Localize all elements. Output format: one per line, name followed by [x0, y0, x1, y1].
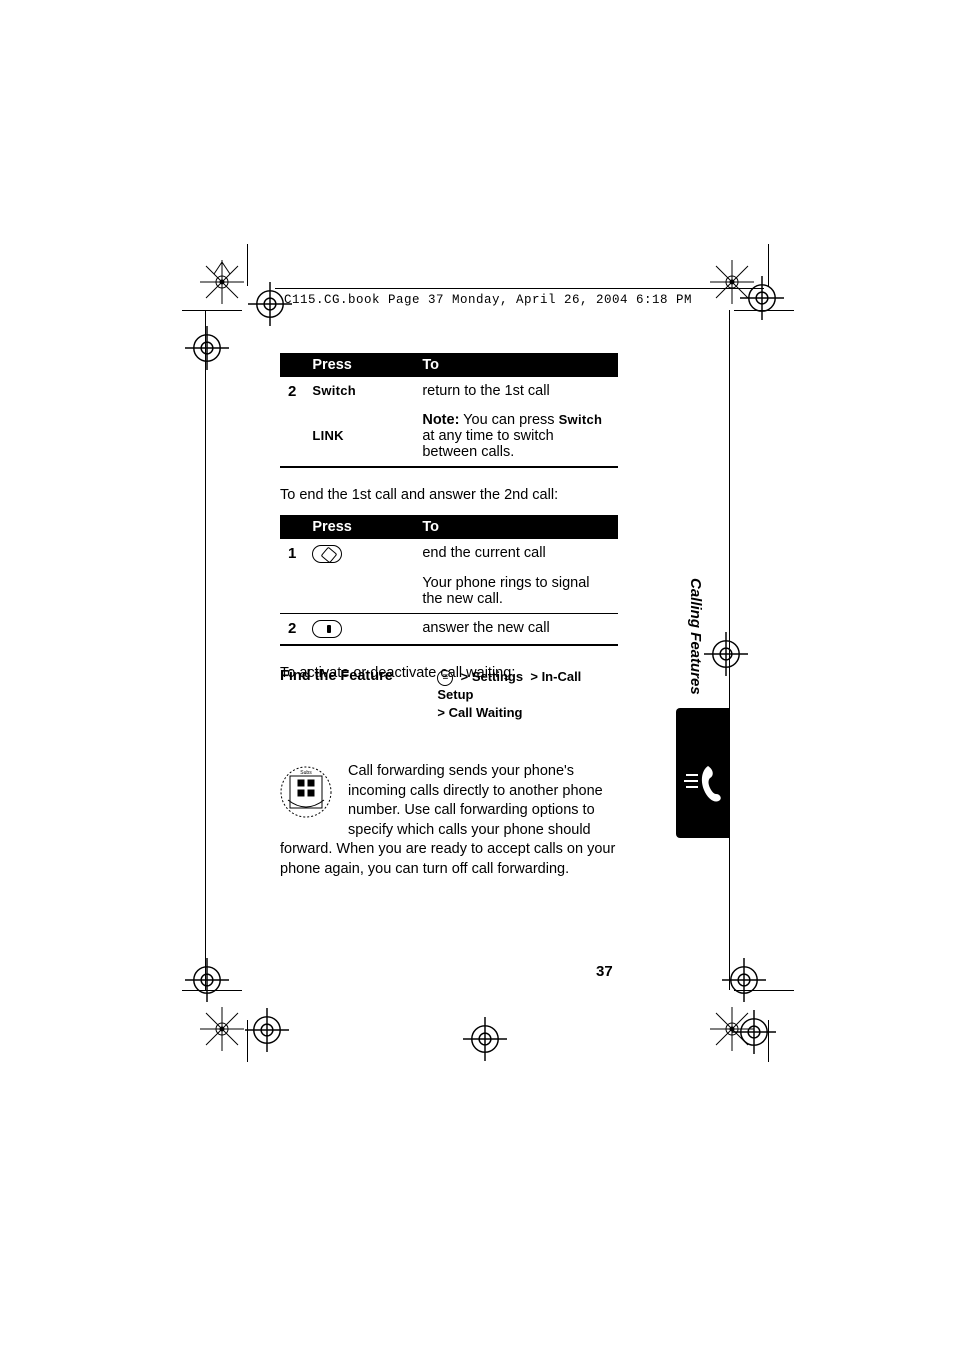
procedure-table-2: Press To 1 end the current call Your pho…: [280, 515, 618, 644]
table-row: LINK Note: You can press Switch at any t…: [280, 406, 618, 466]
step-number: 2: [280, 613, 304, 644]
page-header-text: C115.CG.book Page 37 Monday, April 26, 2…: [284, 293, 692, 307]
crosshair-icon: [740, 276, 784, 320]
side-tab: Calling Features: [676, 578, 730, 838]
find-feature-label: Find the Feature: [280, 668, 437, 684]
table-header-press: Press: [304, 353, 414, 377]
table-rule: [280, 644, 618, 646]
svg-text:Subs: Subs: [300, 770, 312, 776]
side-tab-label: Calling Features: [687, 578, 704, 695]
crosshair-icon: [463, 1017, 507, 1061]
table-cell: Your phone rings to signal the new call.: [414, 569, 618, 614]
table-cell: answer the new call: [414, 613, 618, 644]
body-paragraph: To end the 1st call and answer the 2nd c…: [280, 486, 618, 505]
phone-icon: [680, 760, 726, 806]
softkey-label: Switch: [559, 412, 603, 427]
tick-icon: [247, 1020, 248, 1062]
table-rule: [280, 466, 618, 468]
page-content: Press To 2 Switch return to the 1st call…: [280, 353, 618, 693]
step-number: 1: [280, 539, 304, 569]
tick-icon: [734, 990, 794, 991]
note-text: You can press: [459, 412, 558, 428]
network-feature-icon: Subs: [280, 766, 338, 824]
softkey-label: Switch: [312, 383, 356, 398]
tick-icon: [768, 244, 769, 286]
menu-item: Call Waiting: [449, 705, 523, 720]
find-feature-path: ≡ > Settings > In-Call Setup > Call Wait…: [437, 668, 618, 723]
crosshair-icon: [245, 1008, 289, 1052]
procedure-table-1: Press To 2 Switch return to the 1st call…: [280, 353, 618, 466]
crosshair-icon: [185, 958, 229, 1002]
call-forwarding-section: Subs Call forwarding sends your phone's …: [280, 762, 618, 879]
tick-icon: [182, 310, 242, 311]
find-feature-block: Find the Feature ≡ > Settings > In-Call …: [280, 668, 618, 723]
menu-item: Settings: [472, 669, 523, 684]
table-row: Your phone rings to signal the new call.: [280, 569, 618, 614]
crosshair-icon: [185, 326, 229, 370]
tick-icon: [182, 990, 242, 991]
table-cell: Note: You can press Switch at any time t…: [414, 406, 618, 466]
tick-icon: [205, 310, 206, 990]
table-header-to: To: [414, 353, 618, 377]
step-number: 2: [280, 377, 304, 406]
table-row: 1 end the current call: [280, 539, 618, 569]
starburst-tl-icon: [200, 260, 244, 304]
page-header-rule: [275, 288, 764, 289]
table-cell: return to the 1st call: [414, 377, 618, 406]
tick-icon: [768, 1020, 769, 1062]
end-key-icon: [312, 545, 342, 563]
table-header-blank: [280, 515, 304, 539]
starburst-bl-icon: [200, 1007, 244, 1051]
table-header-press: Press: [304, 515, 414, 539]
send-key-icon: [312, 620, 342, 638]
page-number: 37: [596, 963, 613, 980]
table-row: 2 Switch return to the 1st call: [280, 377, 618, 406]
tick-icon: [734, 310, 794, 311]
table-header-blank: [280, 353, 304, 377]
tick-icon: [247, 244, 248, 286]
table-header-to: To: [414, 515, 618, 539]
note-text: at any time to switch between calls.: [422, 428, 553, 460]
crosshair-icon: [732, 1010, 776, 1054]
softkey-label: LINK: [312, 428, 344, 443]
menu-key-icon: ≡: [437, 670, 453, 686]
table-row: 2 answer the new call: [280, 613, 618, 644]
table-cell: end the current call: [414, 539, 618, 569]
note-label: Note:: [422, 412, 459, 428]
